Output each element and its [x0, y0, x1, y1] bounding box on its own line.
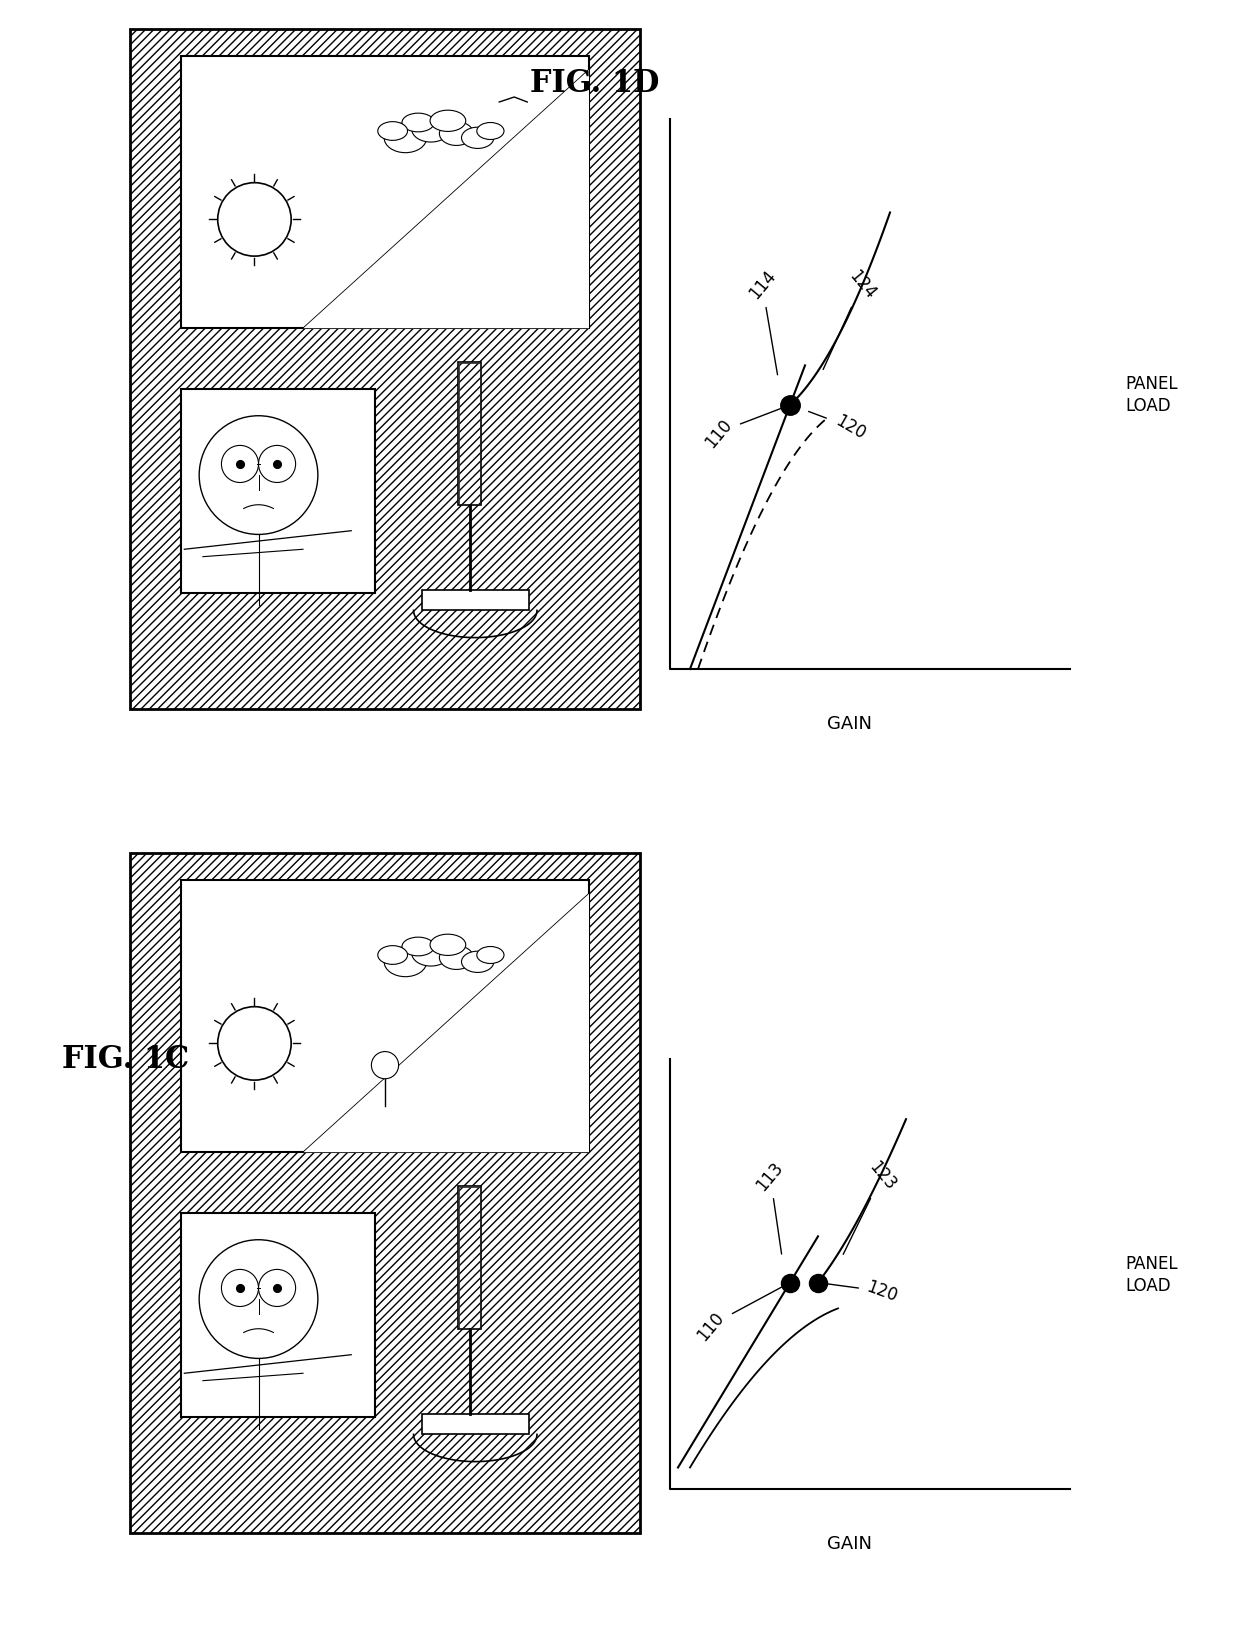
Circle shape — [218, 183, 291, 257]
Ellipse shape — [461, 129, 494, 150]
Bar — [181, 1213, 374, 1417]
Bar — [422, 1414, 528, 1434]
Ellipse shape — [384, 124, 427, 153]
Circle shape — [372, 1051, 398, 1079]
Ellipse shape — [384, 948, 427, 977]
Text: 110: 110 — [693, 1284, 787, 1343]
Text: GAIN: GAIN — [827, 1534, 873, 1552]
Text: 123: 123 — [843, 1157, 899, 1254]
Polygon shape — [304, 895, 589, 1152]
Text: PANEL
LOAD: PANEL LOAD — [1125, 1254, 1178, 1294]
Ellipse shape — [439, 946, 474, 971]
Text: FIG. 1C: FIG. 1C — [62, 1043, 190, 1074]
Ellipse shape — [461, 951, 494, 972]
Ellipse shape — [412, 117, 450, 143]
Bar — [181, 391, 374, 593]
Ellipse shape — [378, 122, 408, 142]
Text: PANEL
LOAD: PANEL LOAD — [1125, 374, 1178, 415]
Text: GAIN: GAIN — [827, 715, 873, 733]
Ellipse shape — [477, 948, 503, 964]
Circle shape — [218, 1007, 291, 1081]
Bar — [459, 1187, 481, 1330]
Ellipse shape — [412, 941, 450, 966]
Bar — [181, 880, 589, 1152]
Ellipse shape — [378, 946, 408, 964]
Ellipse shape — [477, 124, 503, 140]
Bar — [459, 363, 481, 506]
Text: FIG. 1D: FIG. 1D — [529, 68, 660, 99]
Ellipse shape — [430, 110, 466, 132]
Bar — [460, 364, 480, 504]
Bar — [422, 590, 528, 611]
Ellipse shape — [402, 938, 434, 956]
Bar — [130, 854, 640, 1533]
Text: 120: 120 — [808, 412, 868, 443]
Text: 113: 113 — [753, 1157, 787, 1254]
Bar — [460, 1188, 480, 1328]
Polygon shape — [304, 71, 589, 330]
Text: 120: 120 — [821, 1277, 900, 1305]
Bar — [181, 58, 589, 330]
Text: 110: 110 — [701, 407, 787, 452]
Text: 114: 114 — [745, 267, 779, 376]
Ellipse shape — [439, 122, 474, 147]
Circle shape — [200, 1239, 317, 1358]
Text: 124: 124 — [823, 267, 879, 371]
Circle shape — [200, 417, 317, 536]
Bar — [130, 30, 640, 710]
Ellipse shape — [402, 114, 434, 133]
Ellipse shape — [430, 934, 466, 956]
